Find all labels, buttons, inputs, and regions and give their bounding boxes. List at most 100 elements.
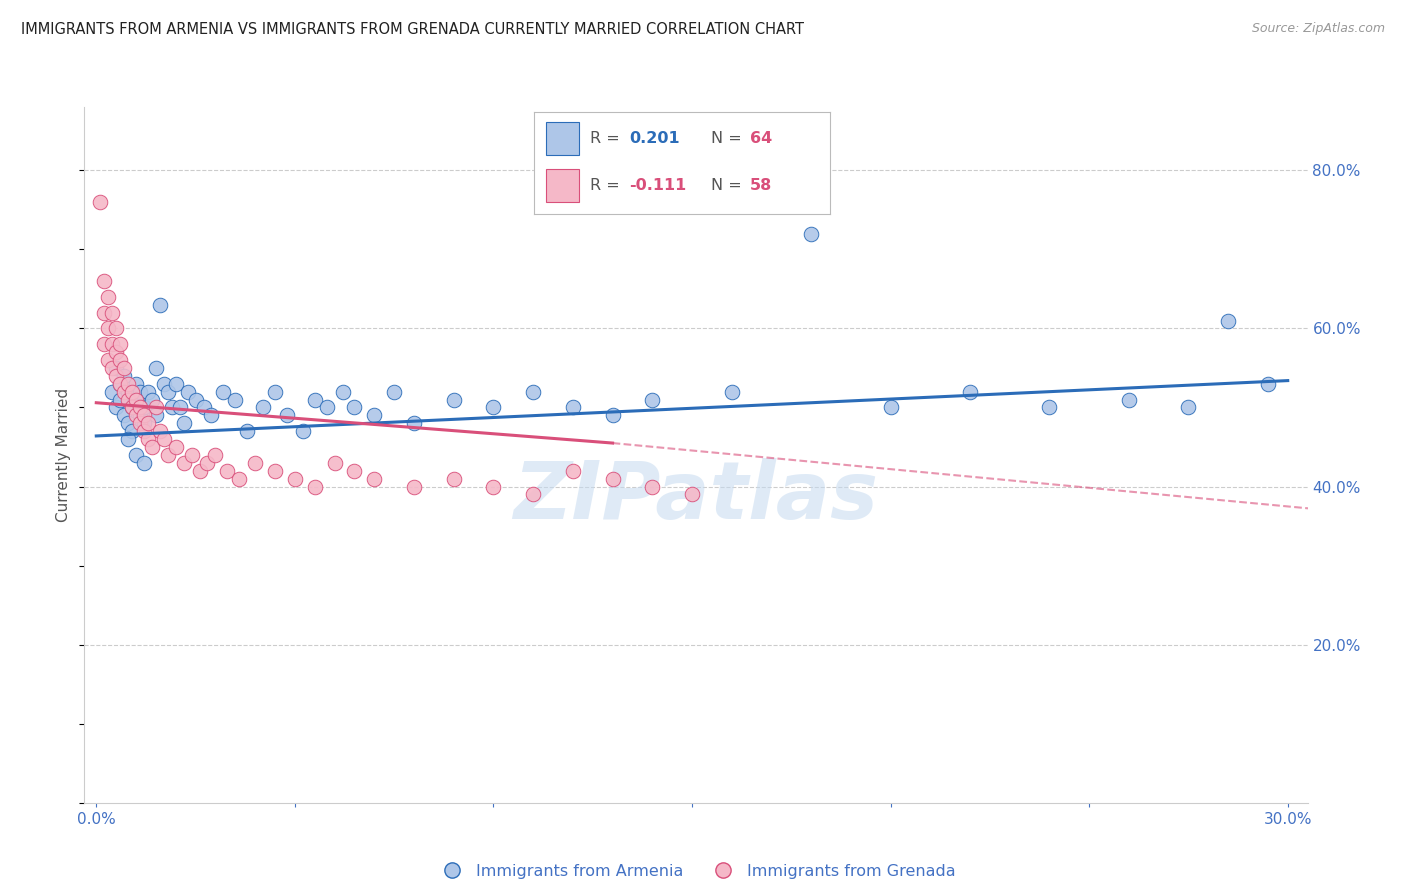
Point: [117, 392, 139, 407]
Point: [121, 424, 143, 438]
Point: [101, 337, 124, 351]
Point: [879, 401, 901, 415]
Point: [112, 384, 135, 399]
Point: [108, 392, 131, 407]
Text: ZIPatlas: ZIPatlas: [513, 458, 879, 536]
Point: [332, 384, 354, 399]
Point: [149, 424, 172, 438]
Point: [152, 432, 174, 446]
Point: [1118, 392, 1140, 407]
Text: 58: 58: [749, 178, 772, 193]
Point: [188, 464, 211, 478]
Point: [561, 464, 583, 478]
Point: [93, 337, 115, 351]
Point: [125, 448, 148, 462]
Point: [264, 464, 287, 478]
Point: [121, 384, 143, 399]
Point: [522, 487, 544, 501]
Point: [136, 384, 159, 399]
Point: [323, 456, 346, 470]
Point: [228, 472, 250, 486]
Point: [129, 417, 152, 431]
Point: [129, 409, 152, 423]
Point: [959, 384, 981, 399]
Legend: Immigrants from Armenia, Immigrants from Grenada: Immigrants from Armenia, Immigrants from…: [430, 857, 962, 885]
Point: [149, 298, 172, 312]
Point: [212, 384, 235, 399]
Point: [602, 472, 624, 486]
Point: [112, 368, 135, 383]
Point: [1218, 313, 1240, 327]
Point: [132, 417, 155, 431]
Text: 64: 64: [749, 130, 772, 145]
Point: [97, 353, 120, 368]
Text: 0.201: 0.201: [628, 130, 679, 145]
Bar: [546, 122, 579, 154]
Point: [105, 345, 128, 359]
Point: [117, 432, 139, 446]
Point: [105, 360, 128, 375]
Point: [129, 384, 152, 399]
Point: [117, 376, 139, 391]
Point: [482, 479, 505, 493]
Point: [121, 401, 143, 415]
Point: [602, 409, 624, 423]
Point: [93, 305, 115, 319]
Point: [132, 409, 155, 423]
Point: [443, 392, 465, 407]
Point: [180, 448, 202, 462]
Text: N =: N =: [711, 178, 748, 193]
Point: [304, 479, 326, 493]
Point: [117, 417, 139, 431]
Point: [89, 194, 111, 209]
Point: [197, 456, 219, 470]
Point: [145, 360, 167, 375]
Point: [105, 401, 128, 415]
Point: [152, 376, 174, 391]
Point: [156, 448, 179, 462]
Point: [93, 274, 115, 288]
Point: [184, 392, 207, 407]
Point: [121, 401, 143, 415]
Point: [482, 401, 505, 415]
Point: [101, 360, 124, 375]
Point: [169, 401, 191, 415]
Point: [224, 392, 246, 407]
Text: R =: R =: [591, 130, 626, 145]
Point: [176, 384, 198, 399]
Point: [101, 305, 124, 319]
Point: [204, 448, 226, 462]
Point: [443, 472, 465, 486]
Point: [108, 376, 131, 391]
Point: [304, 392, 326, 407]
Point: [125, 392, 148, 407]
Point: [112, 409, 135, 423]
Point: [382, 384, 405, 399]
Text: Source: ZipAtlas.com: Source: ZipAtlas.com: [1251, 22, 1385, 36]
Point: [108, 376, 131, 391]
Point: [243, 456, 266, 470]
Point: [132, 401, 155, 415]
Point: [165, 376, 187, 391]
Point: [132, 424, 155, 438]
Point: [315, 401, 337, 415]
Point: [291, 424, 314, 438]
Point: [125, 376, 148, 391]
Y-axis label: Currently Married: Currently Married: [56, 388, 72, 522]
Point: [1177, 401, 1199, 415]
Point: [252, 401, 274, 415]
Point: [112, 360, 135, 375]
Point: [145, 409, 167, 423]
Point: [343, 401, 366, 415]
Text: R =: R =: [591, 178, 626, 193]
Point: [800, 227, 823, 241]
Point: [1257, 376, 1279, 391]
Point: [236, 424, 259, 438]
Point: [402, 479, 425, 493]
Text: IMMIGRANTS FROM ARMENIA VS IMMIGRANTS FROM GRENADA CURRENTLY MARRIED CORRELATION: IMMIGRANTS FROM ARMENIA VS IMMIGRANTS FR…: [21, 22, 804, 37]
Point: [561, 401, 583, 415]
Point: [108, 353, 131, 368]
Bar: [546, 169, 579, 202]
Point: [132, 456, 155, 470]
Point: [363, 472, 385, 486]
